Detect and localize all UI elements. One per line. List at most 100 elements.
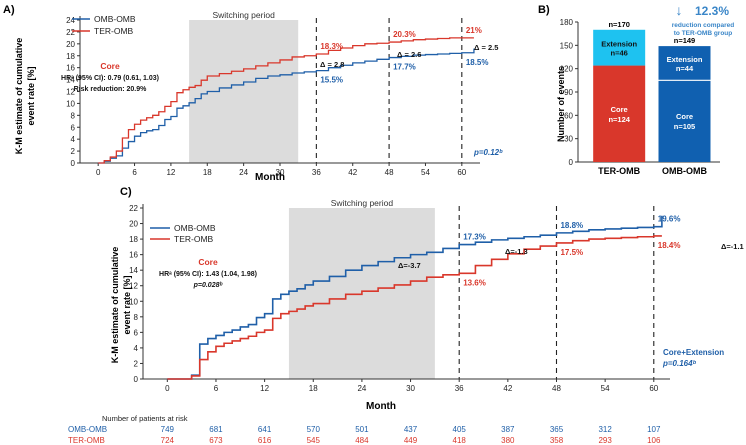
c-point-label: 13.6%	[463, 278, 486, 287]
c-xtick-label: 36	[455, 384, 464, 393]
a-point-label: 18.5%	[466, 58, 489, 67]
panel-b-total-ter: n=170	[608, 20, 629, 29]
c-ytick-label: 10	[129, 297, 138, 306]
risk-table-title: Number of patients at risk	[102, 414, 188, 423]
c-ytick-label: 6	[134, 328, 139, 337]
panel-a-switching-period	[189, 20, 299, 163]
risk-table-cell: 501	[355, 425, 369, 434]
panel-c-annotation-hr: HRᵃ (95% CI): 1.43 (1.04, 1.98)	[159, 271, 257, 278]
panel-a-switching-period-label: Switching period	[212, 10, 275, 20]
risk-table-cell: 641	[258, 425, 272, 434]
panel-a-label: A)	[3, 4, 15, 16]
panel-b-ytick-label: 30	[564, 135, 573, 144]
panel-c-legend-ter: TER-OMB	[174, 234, 214, 244]
a-ytick-label: 6	[71, 123, 76, 132]
panel-b-callout-line1: reduction compared	[672, 22, 735, 29]
c-xtick-label: 48	[552, 384, 561, 393]
c-point-label: 17.5%	[560, 248, 583, 257]
panel-a-annotation-rr: Risk reduction: 20.9%	[74, 86, 148, 93]
panel-a-delta-48: Δ = 2.6	[397, 50, 421, 59]
c-ytick-label: 16	[129, 251, 138, 260]
a-ytick-label: 12	[66, 88, 75, 97]
panel-c: C) Switching period 0 6 12 18 24 30 36 42 48 54 60…	[68, 186, 744, 445]
panel-a-pvalue: p=0.12ᵇ	[473, 148, 503, 157]
a-point-label: 17.7%	[393, 63, 416, 72]
panel-a-point-labels: 18.3% 15.5% 20.3% 17.7% 21% 18.5%	[320, 26, 488, 85]
risk-table-cell: 545	[307, 436, 321, 445]
panel-c-pvalue: p=0.164ᵇ	[662, 359, 697, 368]
panel-a-line-omb-omb	[98, 48, 475, 164]
a-xtick-label: 54	[421, 168, 430, 177]
risk-table-cells: 749 681 641 570 501 437 405 387 365 312 107 724 673 6…	[161, 425, 661, 445]
risk-table-cell: 387	[501, 425, 515, 434]
risk-table-cell: 681	[209, 425, 223, 434]
a-xtick-label: 60	[457, 168, 466, 177]
c-ytick-label: 0	[134, 375, 139, 384]
a-ytick-label: 10	[66, 99, 75, 108]
a-xtick-label: 6	[132, 168, 137, 177]
panel-b-omb-core-name: Core	[676, 112, 693, 121]
risk-table-cell: 380	[501, 436, 515, 445]
a-ytick-label: 18	[66, 52, 75, 61]
panel-c-point-labels: 17.3% 13.6% 18.8% 17.5% 19.6% 18.4%	[463, 215, 680, 288]
a-ytick-label: 8	[71, 111, 76, 120]
panel-b-ylabel: Number of events	[556, 66, 566, 142]
panel-c-delta-60: Δ=-1.1	[721, 242, 744, 251]
panel-a-ylabel-2: event rate [%]	[26, 66, 36, 125]
a-point-label: 18.3%	[320, 42, 343, 51]
c-xtick-label: 60	[649, 384, 658, 393]
panel-c-line-omb-omb	[167, 215, 663, 380]
panel-a-delta-36: Δ = 2.8	[320, 60, 344, 69]
panel-b: B) 0 30 60 90 120 150 180 n=170 n=149 Extensio…	[538, 2, 734, 176]
panel-b-ter-ext-n: n=46	[611, 49, 628, 58]
panel-c-ylabel-1: K-M estimate of cumulative	[110, 247, 120, 364]
a-xtick-label: 30	[276, 168, 285, 177]
panel-b-category-omb: OMB-OMB	[662, 166, 707, 176]
a-xtick-label: 42	[348, 168, 357, 177]
panel-c-switching-period-label: Switching period	[331, 198, 394, 208]
panel-b-bar-omb-extension	[658, 46, 711, 81]
a-point-label: 21%	[466, 26, 482, 35]
panel-a: A) Switching period 0 6 12 18 24 30 36 42 48 54 60…	[3, 4, 503, 183]
panel-c-dashed-lines	[458, 206, 655, 379]
c-point-label: 18.4%	[658, 241, 681, 250]
a-ytick-label: 20	[66, 40, 75, 49]
panel-b-ytick-label: 120	[560, 65, 574, 74]
panel-a-annotation-title: Core	[100, 61, 120, 71]
c-xtick-label: 24	[357, 384, 366, 393]
c-xtick-label: 6	[214, 384, 219, 393]
panel-c-axes	[142, 204, 670, 380]
panel-c-xlabel: Month	[366, 401, 396, 412]
panel-c-annotation-title: Core	[198, 257, 218, 267]
panel-b-total-omb: n=149	[674, 36, 695, 45]
panel-b-ytick-label: 0	[569, 158, 574, 167]
panel-b-callout-line2: to TER-OMB group	[674, 30, 733, 37]
c-xtick-label: 12	[260, 384, 269, 393]
risk-table-cell: 484	[355, 436, 369, 445]
panel-b-omb-ext-n: n=44	[676, 64, 694, 73]
a-xtick-label: 12	[166, 168, 175, 177]
panel-b-category-ter: TER-OMB	[598, 166, 640, 176]
risk-table-cell: 749	[161, 425, 175, 434]
risk-table-cell: 312	[598, 425, 612, 434]
a-xtick-label: 18	[203, 168, 212, 177]
panel-b-ter-core-name: Core	[611, 105, 628, 114]
panel-b-ticks: 0 30 60 90 120 150 180	[560, 18, 578, 167]
c-xtick-label: 18	[309, 384, 318, 393]
panel-b-bar-ter-extension	[593, 29, 646, 66]
c-xtick-label: 0	[165, 384, 170, 393]
a-point-label: 20.3%	[393, 30, 416, 39]
a-ytick-label: 2	[71, 147, 76, 156]
panel-b-ter-ext-name: Extension	[601, 40, 637, 49]
a-ytick-label: 0	[71, 159, 76, 168]
a-point-label: 15.5%	[320, 76, 343, 85]
risk-table-cell: 437	[404, 425, 418, 434]
panel-c-ylabel-2: event rate [%]	[122, 275, 132, 334]
risk-table-cell: 358	[550, 436, 564, 445]
c-point-label: 18.8%	[560, 221, 583, 230]
panel-c-label: C)	[120, 186, 132, 198]
panel-a-xlabel: Month	[255, 172, 285, 183]
panel-a-ylabel-1: K-M estimate of cumulative	[14, 38, 24, 155]
risk-table-cell: 616	[258, 436, 272, 445]
